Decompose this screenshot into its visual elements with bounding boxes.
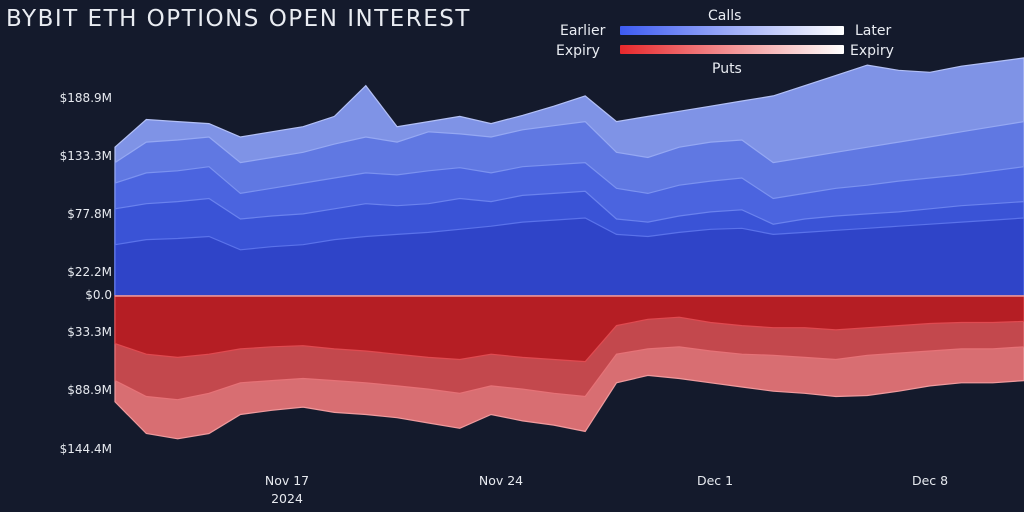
y-tick-puts-33: $33.3M [67,325,112,339]
legend-calls-gradient [620,26,844,35]
chart-title: BYBIT ETH OPTIONS OPEN INTEREST [6,6,471,32]
legend-puts-gradient [620,45,844,54]
calls-series-0 [114,217,1024,297]
x-tick-nov24: Nov 24 [478,473,524,488]
x-tick-nov17: Nov 17 [264,473,310,488]
y-tick-calls-22: $22.2M [67,265,112,279]
x-tick-dec8: Dec 8 [911,473,949,488]
y-tick-calls-133: $133.3M [59,149,112,163]
puts-areas [114,295,1024,440]
legend-expiry-right-label: Expiry [850,43,894,59]
legend-puts-label: Puts [712,61,742,77]
y-tick-calls-188: $188.9M [59,91,112,105]
x-tick-dec1: Dec 1 [696,473,734,488]
legend-calls-label: Calls [708,8,742,24]
puts-series-0 [114,295,1024,363]
legend-earlier-label: Earlier [560,23,606,39]
legend-expiry-left-label: Expiry [556,43,600,59]
y-tick-puts-144: $144.4M [59,442,112,456]
legend-later-label: Later [855,23,892,39]
y-tick-zero: $0.0 [85,288,112,302]
y-tick-calls-77: $77.8M [67,207,112,221]
y-tick-puts-88: $88.9M [67,383,112,397]
calls-areas [114,57,1024,297]
x-tick-nov17-year: 2024 [271,491,303,506]
